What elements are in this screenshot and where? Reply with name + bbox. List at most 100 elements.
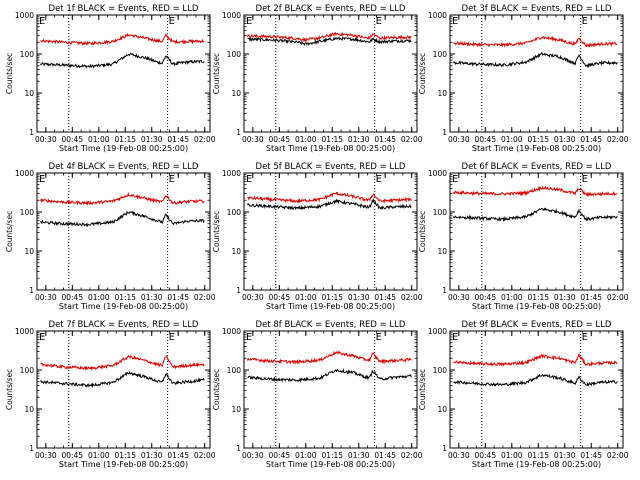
panel-det-3: Det 3f BLACK = Events, RED = LLD 1 10 100 10… [418, 4, 629, 153]
y-tick-label: 10 [231, 247, 241, 256]
start-marker-label: E [39, 332, 45, 343]
y-tick-label: 100 [20, 208, 35, 217]
y-tick-label: 10 [24, 247, 34, 256]
start-marker-label: E [246, 332, 252, 343]
y-tick-label: 10 [437, 89, 447, 98]
plot-frame [449, 172, 624, 291]
x-tick-label: 01:45 [374, 293, 396, 302]
y-tick-label: 10 [24, 89, 34, 98]
x-tick-label: 01:15 [114, 293, 136, 302]
start-marker-label: E [39, 174, 45, 185]
y-tick-label: 1 [29, 286, 34, 295]
x-tick-label: 01:45 [167, 135, 189, 144]
x-tick-label: 01:00 [295, 135, 317, 144]
series-lld-line [40, 191, 205, 206]
x-tick-label: 01:00 [501, 135, 523, 144]
x-tick-label: 01:30 [554, 293, 576, 302]
series-events-line [453, 207, 618, 223]
panel-title: Det 9f BLACK = Events, RED = LLD [462, 320, 612, 330]
y-axis-label: Counts/sec [212, 369, 221, 410]
panel-title: Det 8f BLACK = Events, RED = LLD [256, 320, 406, 330]
x-tick-label: 01:15 [114, 135, 136, 144]
y-tick-label: 100 [433, 208, 448, 217]
x-tick-label: 02:00 [607, 451, 629, 460]
x-tick-label: 02:00 [607, 293, 629, 302]
start-marker-label: E [452, 174, 458, 185]
x-tick-label: 00:30 [242, 135, 264, 144]
y-tick-label: 1 [236, 286, 241, 295]
x-tick-label: 00:30 [242, 293, 264, 302]
time-marker-label: E [376, 16, 382, 27]
panel-title: Det 1f BLACK = Events, RED = LLD [49, 4, 199, 14]
x-tick-label: 00:45 [61, 293, 83, 302]
x-tick-label: 00:45 [268, 135, 290, 144]
y-axis-label: Counts/sec [418, 211, 427, 252]
x-tick-label: 01:00 [88, 451, 110, 460]
x-tick-label: 00:45 [474, 451, 496, 460]
x-tick-label: 02:00 [401, 135, 423, 144]
time-marker-label: E [169, 332, 175, 343]
x-tick-label: 01:30 [348, 135, 370, 144]
y-axis-label: Counts/sec [418, 369, 427, 410]
x-tick-label: 01:45 [580, 451, 602, 460]
x-axis-label: Start Time (19-Feb-08 00:25:00) [59, 144, 188, 153]
series-lld-line [453, 352, 618, 367]
plot-frame [36, 172, 211, 291]
y-tick-label: 1 [442, 444, 447, 453]
plot-frame [36, 14, 211, 133]
time-marker-label: E [169, 174, 175, 185]
time-marker-label: E [169, 16, 175, 27]
y-tick-label: 1 [442, 128, 447, 137]
plot-frame [449, 14, 624, 133]
series-events-line [453, 373, 618, 387]
x-tick-label: 01:30 [554, 451, 576, 460]
series-events-line [247, 367, 412, 383]
x-tick-label: 01:00 [88, 135, 110, 144]
panel-det-1: Det 1f BLACK = Events, RED = LLD 1 10 100 10… [5, 4, 216, 153]
start-marker-label: E [246, 174, 252, 185]
y-tick-label: 1000 [15, 11, 34, 20]
y-tick-label: 1 [29, 444, 34, 453]
y-tick-label: 100 [20, 50, 35, 59]
series-events-line [247, 36, 412, 46]
x-tick-label: 01:45 [580, 293, 602, 302]
series-events-line [453, 51, 618, 69]
series-lld-line [453, 185, 618, 198]
x-axis-label: Start Time (19-Feb-08 00:25:00) [266, 460, 395, 469]
panel-title: Det 3f BLACK = Events, RED = LLD [462, 4, 612, 14]
series-events-line [40, 52, 205, 69]
series-events-line [40, 210, 205, 228]
series-lld-line [247, 31, 412, 42]
panel-det-5: Det 5f BLACK = Events, RED = LLD 1 10 100 10… [212, 162, 423, 311]
y-tick-label: 100 [227, 366, 242, 375]
x-axis-label: Start Time (19-Feb-08 00:25:00) [59, 302, 188, 311]
x-tick-label: 00:30 [35, 135, 57, 144]
plot-frame [243, 14, 418, 133]
x-axis-label: Start Time (19-Feb-08 00:25:00) [59, 460, 188, 469]
x-axis-label: Start Time (19-Feb-08 00:25:00) [472, 302, 601, 311]
time-marker-label: E [376, 332, 382, 343]
x-tick-label: 00:45 [268, 293, 290, 302]
y-tick-label: 10 [231, 405, 241, 414]
x-tick-label: 00:45 [61, 451, 83, 460]
x-tick-label: 02:00 [194, 451, 216, 460]
plot-frame [36, 330, 211, 449]
y-axis-label: Counts/sec [5, 369, 14, 410]
plot-frame [449, 330, 624, 449]
x-tick-label: 01:15 [527, 293, 549, 302]
x-tick-label: 01:00 [295, 293, 317, 302]
panel-det-7: Det 7f BLACK = Events, RED = LLD 1 10 100 10… [5, 320, 216, 469]
series-lld-line [40, 354, 205, 372]
y-tick-label: 1 [442, 286, 447, 295]
x-tick-label: 01:15 [114, 451, 136, 460]
x-tick-label: 01:00 [501, 451, 523, 460]
y-tick-label: 1 [236, 444, 241, 453]
x-axis-label: Start Time (19-Feb-08 00:25:00) [472, 460, 601, 469]
y-tick-label: 100 [227, 208, 242, 217]
x-tick-label: 02:00 [194, 293, 216, 302]
x-tick-label: 01:15 [321, 135, 343, 144]
x-tick-label: 01:30 [141, 293, 163, 302]
y-tick-label: 10 [231, 89, 241, 98]
x-tick-label: 00:45 [474, 135, 496, 144]
y-tick-label: 10 [437, 247, 447, 256]
